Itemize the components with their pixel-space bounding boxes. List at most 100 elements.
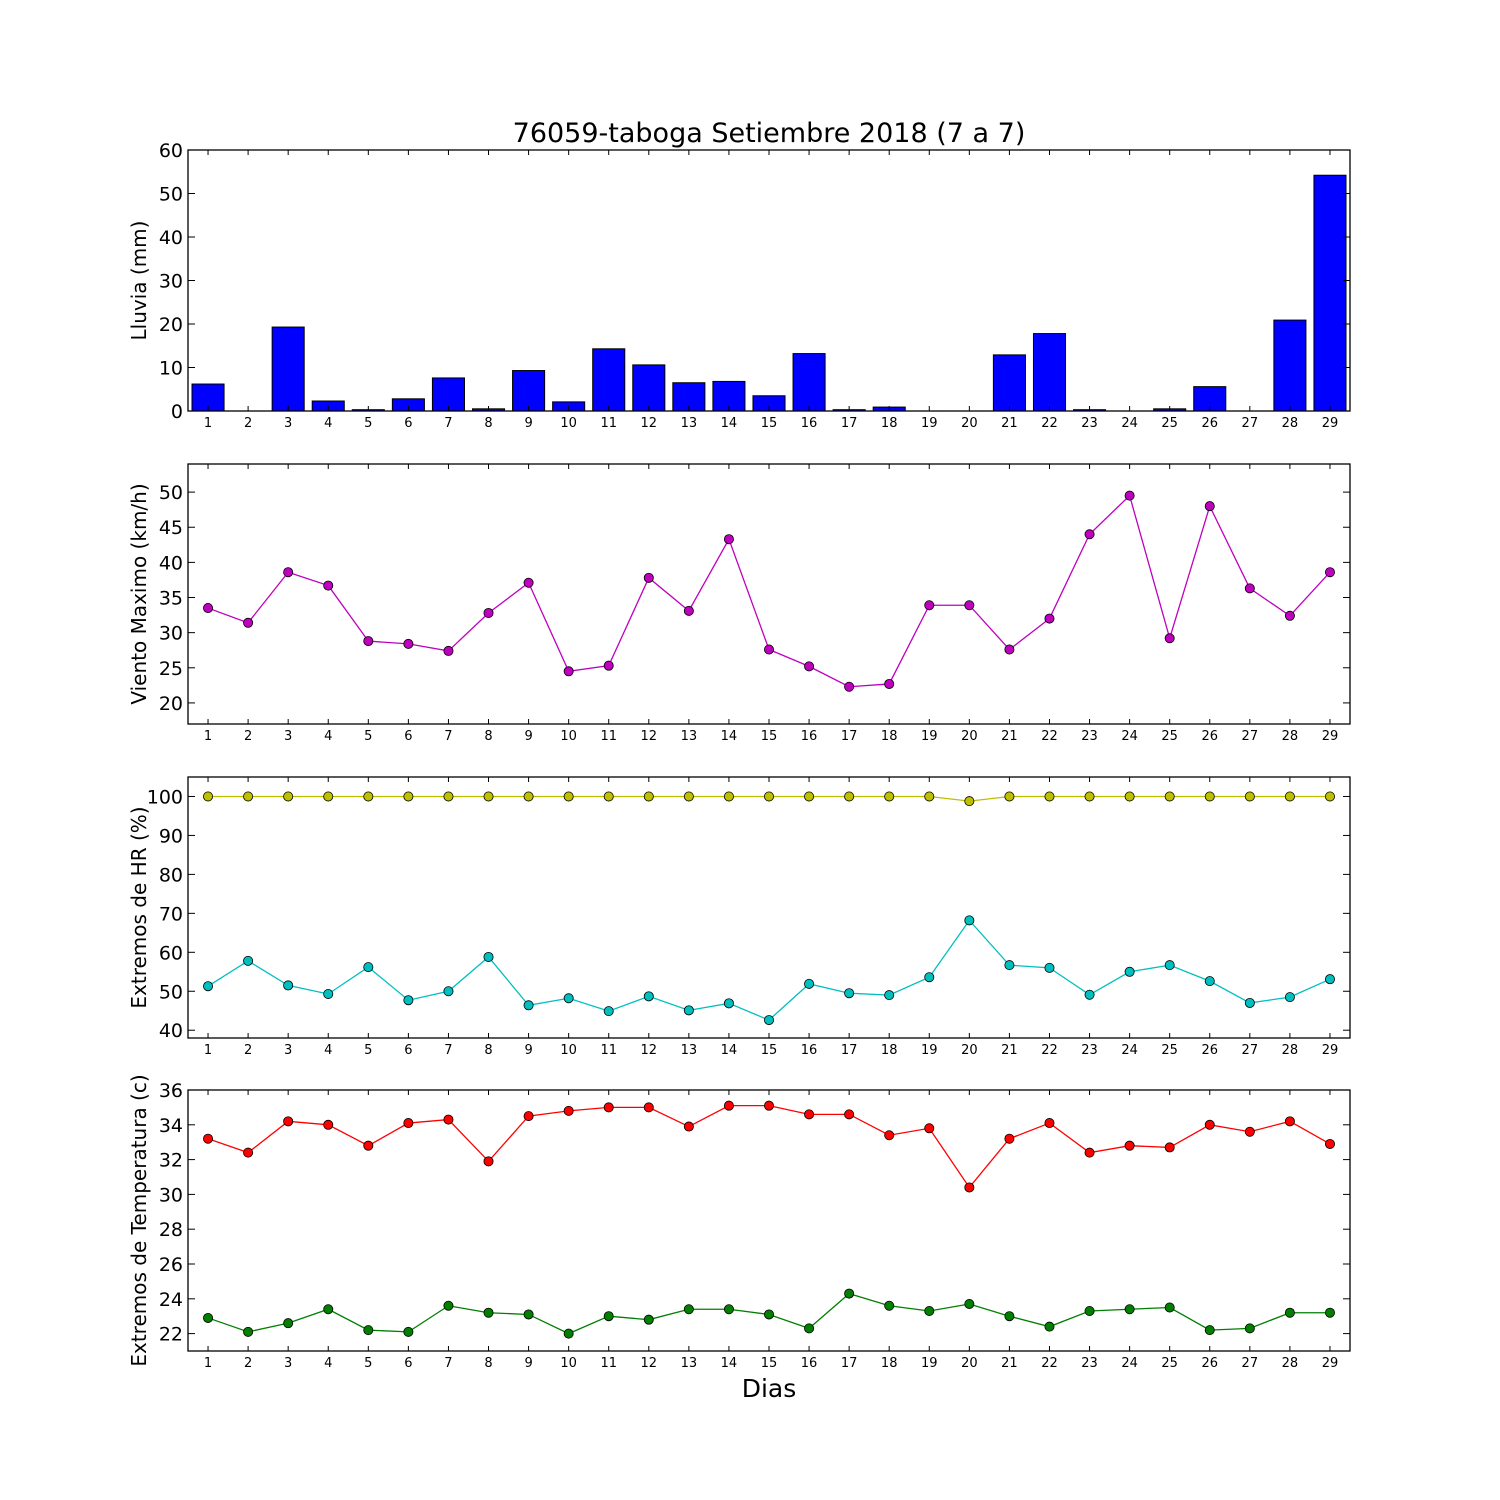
point-series-2-day-15: [764, 1015, 775, 1026]
point-series-1-day-28: [1284, 1116, 1295, 1127]
point-series-1-day-8: [483, 1156, 494, 1167]
point-series-1-day-24: [1124, 791, 1135, 802]
x-tick-label: 3: [284, 729, 292, 744]
x-tick-label: 22: [1041, 1043, 1058, 1058]
x-tick-label: 24: [1121, 1043, 1138, 1058]
y-tick-label: 35: [159, 588, 183, 610]
y-tick-label: 30: [159, 271, 183, 293]
figure-title: 76059-taboga Setiembre 2018 (7 a 7): [513, 118, 1026, 149]
x-tick-label: 23: [1081, 1043, 1098, 1058]
point-series-1-day-4: [323, 1119, 334, 1130]
x-tick-label: 26: [1201, 416, 1218, 431]
point-series-1-day-22: [1044, 1118, 1055, 1129]
point-series-2-day-18: [884, 990, 895, 1001]
point-series-2-day-23: [1084, 1305, 1095, 1316]
x-tick-label: 27: [1242, 1356, 1259, 1371]
point-series-2-day-22: [1044, 1321, 1055, 1332]
x-tick-label: 14: [721, 1356, 738, 1371]
x-tick-label: 20: [961, 1043, 978, 1058]
x-tick-label: 9: [524, 1043, 532, 1058]
y-tick-label: 50: [159, 981, 183, 1003]
point-series-1-day-19: [924, 791, 935, 802]
x-tick-label: 16: [801, 416, 818, 431]
point-series-2-day-5: [363, 962, 374, 973]
x-tick-label: 25: [1161, 416, 1178, 431]
x-tick-label: 7: [444, 729, 452, 744]
y-tick-label: 50: [159, 482, 183, 504]
point-series-2-day-2: [243, 1326, 254, 1337]
point-series-2-day-2: [243, 955, 254, 966]
point-series-1-day-4: [323, 580, 334, 591]
y-tick-label: 0: [171, 401, 183, 423]
point-series-1-day-21: [1004, 644, 1015, 655]
y-tick-label: 40: [159, 1020, 183, 1042]
x-tick-label: 26: [1201, 1043, 1218, 1058]
x-tick-label: 5: [364, 1043, 372, 1058]
point-series-1-day-24: [1124, 1140, 1135, 1151]
y-tick-label: 70: [159, 903, 183, 925]
point-series-1-day-27: [1244, 583, 1255, 594]
x-tick-label: 25: [1161, 729, 1178, 744]
point-series-1-day-10: [563, 791, 574, 802]
point-series-2-day-8: [483, 1307, 494, 1318]
y-tick-label: 100: [147, 786, 183, 808]
point-series-2-day-4: [323, 1304, 334, 1315]
point-series-2-day-27: [1244, 997, 1255, 1008]
x-tick-label: 14: [721, 1043, 738, 1058]
point-series-2-day-21: [1004, 1311, 1015, 1322]
point-series-1-day-16: [804, 661, 815, 672]
point-series-1-day-15: [764, 791, 775, 802]
point-series-2-day-17: [844, 1288, 855, 1299]
point-series-1-day-8: [483, 791, 494, 802]
x-tick-label: 10: [560, 1043, 577, 1058]
x-tick-label: 20: [961, 416, 978, 431]
point-series-1-day-25: [1164, 633, 1175, 644]
x-tick-label: 17: [841, 1043, 858, 1058]
point-series-1-day-20: [964, 1182, 975, 1193]
point-series-2-day-14: [723, 998, 734, 1009]
point-series-1-day-18: [884, 1130, 895, 1141]
x-tick-label: 18: [881, 1356, 898, 1371]
point-series-2-day-6: [403, 995, 414, 1006]
y-tick-label: 40: [159, 227, 183, 249]
point-series-1-day-21: [1004, 791, 1015, 802]
x-tick-label: 16: [801, 1043, 818, 1058]
point-series-2-day-3: [283, 1318, 294, 1329]
x-tick-label: 3: [284, 416, 292, 431]
point-series-2-day-3: [283, 980, 294, 991]
x-tick-label: 20: [961, 1356, 978, 1371]
point-series-2-day-20: [964, 1299, 975, 1310]
x-tick-label: 12: [641, 729, 658, 744]
x-tick-label: 12: [641, 1356, 658, 1371]
x-tick-label: 25: [1161, 1043, 1178, 1058]
x-tick-label: 19: [921, 729, 938, 744]
point-series-1-day-3: [283, 791, 294, 802]
point-series-1-day-12: [643, 572, 654, 583]
x-tick-label: 3: [284, 1043, 292, 1058]
point-series-1-day-22: [1044, 791, 1055, 802]
x-tick-label: 9: [524, 729, 532, 744]
point-series-2-day-13: [683, 1304, 694, 1315]
point-series-1-day-8: [483, 607, 494, 618]
point-series-2-day-10: [563, 993, 574, 1004]
point-series-2-day-11: [603, 1311, 614, 1322]
x-tick-label: 8: [484, 1356, 492, 1371]
x-tick-label: 22: [1041, 1356, 1058, 1371]
x-tick-label: 20: [961, 729, 978, 744]
point-series-2-day-19: [924, 1305, 935, 1316]
x-tick-label: 13: [681, 1356, 698, 1371]
x-tick-label: 10: [560, 416, 577, 431]
point-series-2-day-1: [203, 1312, 214, 1323]
point-series-1-day-29: [1324, 791, 1335, 802]
point-series-1-day-27: [1244, 791, 1255, 802]
x-tick-label: 4: [324, 1356, 332, 1371]
x-tick-label: 18: [881, 416, 898, 431]
point-series-2-day-20: [964, 915, 975, 926]
y-tick-label: 28: [159, 1219, 183, 1241]
point-series-1-day-5: [363, 791, 374, 802]
x-tick-label: 18: [881, 729, 898, 744]
point-series-2-day-19: [924, 972, 935, 983]
